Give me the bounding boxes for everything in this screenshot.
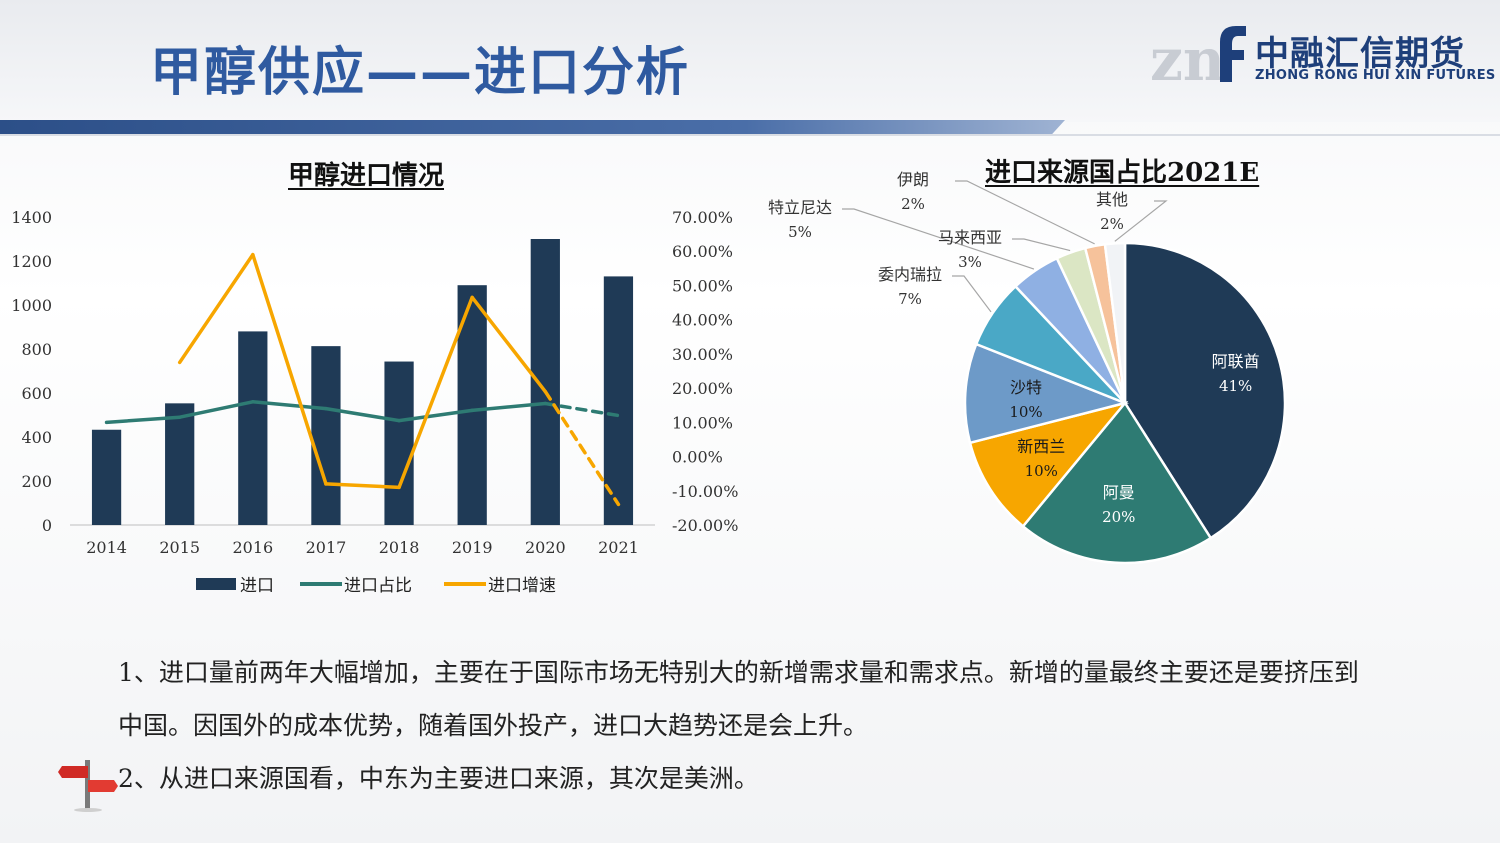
bar-import	[91, 429, 122, 525]
y2-tick-label: 60.00%	[672, 242, 733, 261]
line-import-share-segment	[251, 400, 328, 411]
y2-tick-label: 0.00%	[672, 448, 723, 467]
bar-import	[238, 331, 268, 525]
line-import-growth-segment	[397, 295, 474, 490]
pie-slice-name: 阿联酋	[1212, 352, 1260, 371]
pie-leader-line	[955, 180, 1095, 245]
y-tick-label: 600	[21, 384, 52, 403]
y2-tick-label: 40.00%	[672, 311, 733, 330]
y-tick-label: 1200	[11, 252, 52, 271]
legend-label: 进口增速	[488, 576, 556, 596]
line-import-growth-segment	[251, 252, 328, 486]
y-tick-label: 1400	[11, 208, 52, 227]
bar-import	[384, 361, 414, 525]
pie-slice-name: 委内瑞拉	[878, 265, 942, 284]
line-import-share-segment	[397, 408, 474, 423]
pie-slice-percent: 10%	[1009, 403, 1042, 421]
page-title: 甲醇供应——进口分析	[150, 43, 691, 103]
y2-tick-label: -20.00%	[672, 516, 738, 535]
line-import-growth-segment	[177, 252, 255, 365]
analysis-point-1: 1、进口量前两年大幅增加，主要在于国际市场无特别大的新增需求量和需求点。新增的量…	[118, 658, 1359, 740]
pie-slice-percent: 5%	[788, 223, 812, 241]
y2-tick-label: 70.00%	[672, 208, 733, 227]
pie-slice-percent: 7%	[898, 290, 922, 308]
line-import-share-segment	[324, 406, 401, 423]
pie-chart-title: 进口来源国占比2021E	[985, 158, 1260, 188]
pie-slice-name: 马来西亚	[938, 228, 1002, 247]
pie-leader-line	[952, 275, 992, 313]
pie-slice-name: 其他	[1096, 190, 1128, 209]
header-line	[0, 134, 1500, 136]
logo-name-en: ZHONG RONG HUI XIN FUTURES	[1255, 68, 1496, 83]
pie-leader-line	[1012, 238, 1071, 252]
y-tick-label: 200	[21, 472, 52, 491]
pie-leader-line	[842, 208, 1035, 270]
y2-tick-label: -10.00%	[672, 482, 738, 501]
pie-slice-percent: 41%	[1219, 377, 1252, 395]
line-import-growth-segment	[470, 295, 548, 394]
bar-import	[165, 403, 195, 525]
line-import-share-segment	[543, 401, 621, 418]
y-tick-label: 400	[21, 428, 52, 447]
header-band	[0, 0, 1500, 122]
signpost-icon	[58, 760, 118, 812]
analysis-text: 1、进口量前两年大幅增加，主要在于国际市场无特别大的新增需求量和需求点。新增的量…	[118, 646, 1378, 805]
pie-slice	[1103, 241, 1127, 404]
logo-name-cn: 中融汇信期货	[1255, 34, 1465, 74]
bar-chart-title: 甲醇进口情况	[288, 161, 445, 191]
x-tick-label: 2017	[306, 538, 347, 557]
bar-import	[603, 276, 634, 525]
y-tick-label: 800	[21, 340, 52, 359]
y-tick-label: 1000	[11, 296, 52, 315]
pie-slice-name: 沙特	[1010, 378, 1042, 397]
x-tick-label: 2015	[159, 538, 200, 557]
header-stripe	[0, 120, 1065, 134]
line-import-share-segment	[177, 400, 255, 419]
y2-tick-label: 30.00%	[672, 345, 733, 364]
pie-slice-name: 特立尼达	[768, 198, 832, 217]
import-combo-chart: 1400 1200 1000 800 600 400 200 0 70.00% 60.00% 50.…	[11, 208, 738, 596]
pie-slice-name: 伊朗	[897, 170, 929, 189]
pie-slice-percent: 2%	[901, 195, 925, 213]
y-tick-label: 0	[42, 516, 52, 535]
x-tick-label: 2020	[525, 538, 566, 557]
pie-slice-percent: 3%	[958, 253, 982, 271]
x-tick-label: 2014	[86, 538, 127, 557]
pie-slice-name: 阿曼	[1103, 483, 1135, 502]
pie-slice	[1021, 400, 1213, 565]
line-import-growth-segment	[543, 389, 621, 507]
svg-text:zn: zn	[1150, 26, 1225, 86]
pie-slice-name: 新西兰	[1017, 437, 1065, 456]
line-import-growth-segment	[324, 482, 401, 490]
x-tick-label: 2016	[232, 538, 273, 557]
legend-label: 进口占比	[344, 576, 412, 596]
line-import-share-segment	[104, 415, 182, 425]
y2-tick-label: 10.00%	[672, 413, 733, 432]
pie-slice-percent: 10%	[1025, 462, 1058, 480]
import-source-pie-chart: 阿联酋 41% 阿曼 20% 新西兰 10% 沙特 10% 委内瑞拉 7% 特立尼达 5% 马来西亚 3%…	[768, 170, 1287, 565]
line-import-share-segment	[470, 401, 548, 413]
pie-leader-line	[1114, 200, 1168, 242]
legend-swatch	[196, 578, 236, 590]
x-tick-label: 2019	[452, 538, 493, 557]
pie-slice	[963, 342, 1130, 445]
bar-import	[311, 346, 341, 525]
logo-mark-icon: zn	[1150, 26, 1246, 86]
legend-label: 进口	[240, 576, 274, 596]
pie-slice-percent: 20%	[1102, 508, 1135, 526]
x-tick-label: 2021	[598, 538, 639, 557]
analysis-point-2: 2、从进口来源国看，中东为主要进口来源，其次是美洲。	[118, 764, 759, 793]
y2-tick-label: 20.00%	[672, 379, 733, 398]
pie-slice-percent: 2%	[1100, 215, 1124, 233]
y2-tick-label: 50.00%	[672, 276, 733, 295]
x-tick-label: 2018	[379, 538, 420, 557]
bar-import	[530, 239, 560, 525]
